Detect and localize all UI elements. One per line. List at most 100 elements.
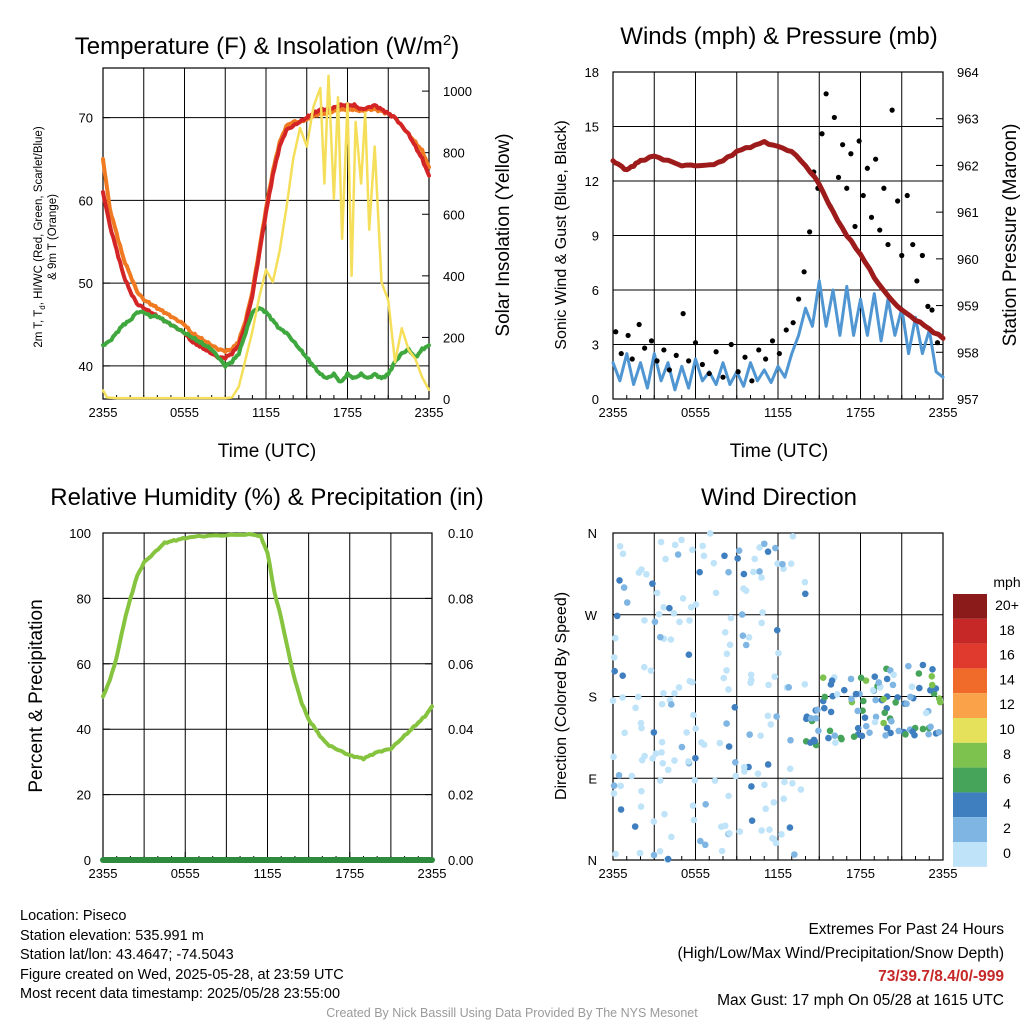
wind-direction-point xyxy=(832,739,839,747)
gust-point xyxy=(848,151,854,157)
wind-direction-point xyxy=(778,831,785,838)
wind-direction-point xyxy=(854,707,862,715)
wind-direction-point xyxy=(631,823,639,830)
wind-direction-point xyxy=(779,560,786,568)
wind-direction-point xyxy=(747,679,754,687)
wind-direction-point xyxy=(619,672,626,679)
wind-direction-point xyxy=(710,559,718,567)
wind-direction-point xyxy=(610,790,618,797)
wind-direction-point xyxy=(661,810,668,818)
wind-direction-point xyxy=(726,829,733,837)
humidity-title: Relative Humidity (%) & Precipitation (i… xyxy=(50,484,483,511)
wind-direction-point xyxy=(620,584,628,591)
gust-point xyxy=(636,321,642,328)
pressure-y-tick-label: 963 xyxy=(957,112,979,127)
wind-direction-point xyxy=(860,697,867,705)
station-info: Location: Piseco Station elevation: 535.… xyxy=(20,907,344,1005)
gust-point xyxy=(910,241,916,248)
wind-direction-point xyxy=(890,671,897,679)
wind-direction-point xyxy=(735,547,743,554)
winds-y-tick-label: 15 xyxy=(585,120,599,135)
gust-point xyxy=(666,367,672,373)
wind-direction-point xyxy=(725,743,733,750)
wind-direction-point xyxy=(770,799,778,806)
humidity-panel: Relative Humidity (%) & Precipitation (i… xyxy=(26,484,484,881)
gust-point xyxy=(648,338,655,344)
temperature-x-tick-label: 0555 xyxy=(170,405,199,420)
gust-point xyxy=(860,192,866,199)
wind-direction-point xyxy=(872,696,879,704)
wind-direction-point xyxy=(807,739,814,746)
wind-direction-point xyxy=(666,604,673,612)
wind-direction-point xyxy=(738,611,746,618)
wind-direction-point xyxy=(613,612,621,620)
wind-direction-point xyxy=(786,824,794,831)
gust-point xyxy=(881,185,887,191)
wind-direction-point xyxy=(801,681,809,688)
wind-direction-point xyxy=(771,673,779,680)
wind-direction-x-tick-label: 1155 xyxy=(764,866,792,881)
wind-direction-point xyxy=(671,757,678,764)
extremes-title: Extremes For Past 24 Hours xyxy=(808,921,1004,938)
humidity-y-tick-label: 60 xyxy=(77,657,91,672)
wind-direction-x-tick-label: 2355 xyxy=(929,866,958,881)
wind-direction-point xyxy=(696,568,703,576)
temperature-y-tick-label: 50 xyxy=(79,276,93,291)
gust-point xyxy=(904,192,910,199)
wind-direction-x-tick-label: 1755 xyxy=(846,866,875,881)
wind-direction-point xyxy=(723,667,730,674)
wind-direction-y-tick-label: W xyxy=(585,608,598,623)
wind-direction-point xyxy=(907,693,914,701)
wind-direction-point xyxy=(902,731,909,738)
wind-direction-x-tick-label: 2355 xyxy=(599,866,628,881)
wind-direction-point xyxy=(847,675,855,683)
extremes-subtitle: (High/Low/Max Wind/Precipitation/Snow De… xyxy=(677,944,1005,962)
legend-label: 0 xyxy=(1003,845,1011,861)
gust-point xyxy=(914,278,920,284)
gust-point xyxy=(877,227,883,233)
wind-direction-point xyxy=(721,552,728,560)
wind-direction-point xyxy=(634,693,642,701)
winds-y-tick-label: 3 xyxy=(592,338,599,353)
wind-direction-point xyxy=(859,707,866,714)
wind-direction-y-tick-label: N xyxy=(588,526,597,541)
wind-direction-point xyxy=(887,729,894,737)
pressure-y-label: Station Pressure (Maroon) xyxy=(1000,124,1021,347)
gust-point xyxy=(807,229,813,235)
wind-direction-point xyxy=(712,589,720,597)
wind-direction-point xyxy=(748,817,756,824)
wind-direction-point xyxy=(686,617,693,624)
temperature-x-tick-label: 2355 xyxy=(415,405,444,420)
wind-direction-point xyxy=(691,777,699,784)
gust-point xyxy=(706,370,712,377)
precip-y-tick-label: 0.08 xyxy=(448,591,473,606)
legend-swatch xyxy=(953,668,987,694)
gust-point xyxy=(856,138,862,144)
wind-direction-point xyxy=(716,739,724,747)
gust-point xyxy=(728,341,734,348)
wind-direction-point xyxy=(858,732,866,740)
wind-direction-point xyxy=(787,736,794,744)
wind-direction-point xyxy=(761,781,768,789)
temperature-x-tick-label: 1755 xyxy=(333,405,362,420)
wind-direction-point xyxy=(659,760,667,767)
wind-direction-point xyxy=(774,560,781,567)
wind-direction-point xyxy=(611,667,618,675)
wind-direction-point xyxy=(609,697,617,704)
wind-direction-point xyxy=(848,695,855,703)
precip-y-tick-label: 0.00 xyxy=(448,853,473,868)
humidity-line xyxy=(101,532,434,762)
wind-direction-point xyxy=(702,800,709,808)
wind-direction-point xyxy=(740,570,748,578)
wind-direction-point xyxy=(662,555,669,563)
gust-point xyxy=(835,174,842,180)
wind-direction-point xyxy=(807,715,815,722)
winds-y-label: Sonic Wind & Gust (Blue, Black) xyxy=(553,120,570,349)
legend-label: 6 xyxy=(1003,771,1011,787)
wind-direction-point xyxy=(876,684,884,691)
gust-point xyxy=(895,198,901,204)
insolation-y-tick-label: 600 xyxy=(443,207,465,222)
wind-direction-point xyxy=(801,590,809,598)
wind-direction-point xyxy=(929,665,936,673)
insolation-y-tick-label: 200 xyxy=(443,330,465,345)
